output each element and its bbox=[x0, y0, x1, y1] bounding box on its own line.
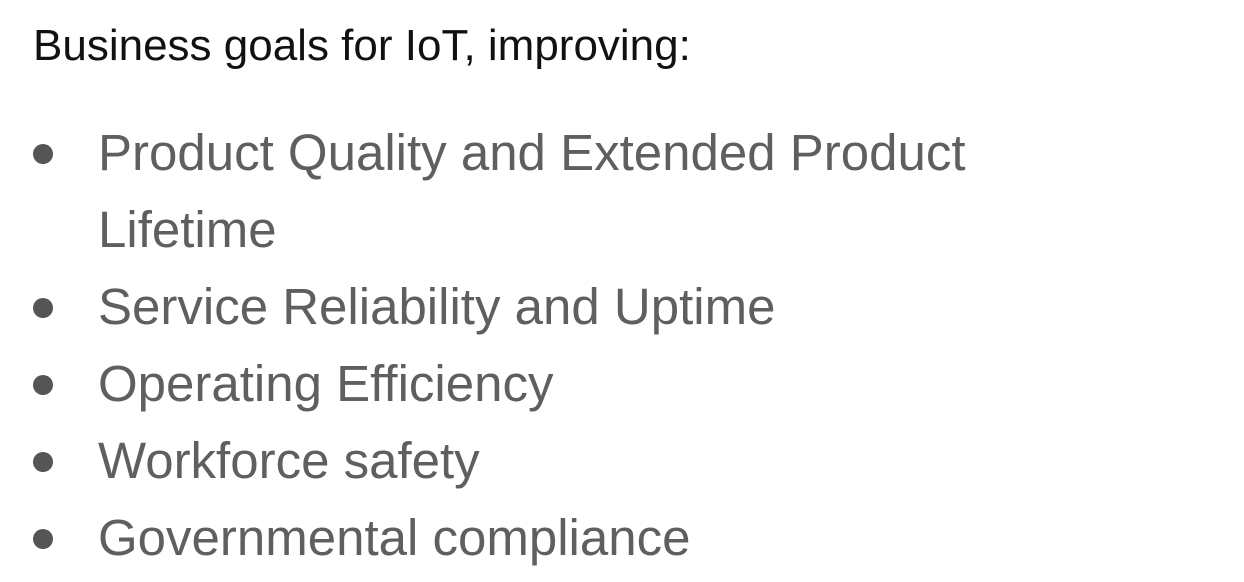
list-item: Governmental compliance bbox=[0, 499, 1078, 576]
slide-heading: Business goals for IoT, improving: bbox=[33, 21, 691, 70]
bullet-text: Governmental compliance bbox=[98, 509, 691, 566]
bullet-dot-icon bbox=[33, 529, 53, 549]
bullet-text: Service Reliability and Uptime bbox=[98, 278, 776, 335]
bullet-text: Workforce safety bbox=[98, 432, 480, 489]
bullet-dot-icon bbox=[33, 375, 53, 395]
bullet-dot-icon bbox=[33, 452, 53, 472]
bullet-text: Operating Efficiency bbox=[98, 355, 554, 412]
list-item: Workforce safety bbox=[0, 422, 1078, 499]
list-item: Service Reliability and Uptime bbox=[0, 268, 1078, 345]
bullet-dot-icon bbox=[33, 298, 53, 318]
bullet-text: Product Quality and Extended Product Lif… bbox=[98, 124, 966, 258]
bullet-dot-icon bbox=[33, 144, 53, 164]
list-item: Product Quality and Extended Product Lif… bbox=[0, 114, 1078, 268]
bullet-list: Product Quality and Extended Product Lif… bbox=[0, 114, 1244, 576]
list-item: Operating Efficiency bbox=[0, 345, 1078, 422]
